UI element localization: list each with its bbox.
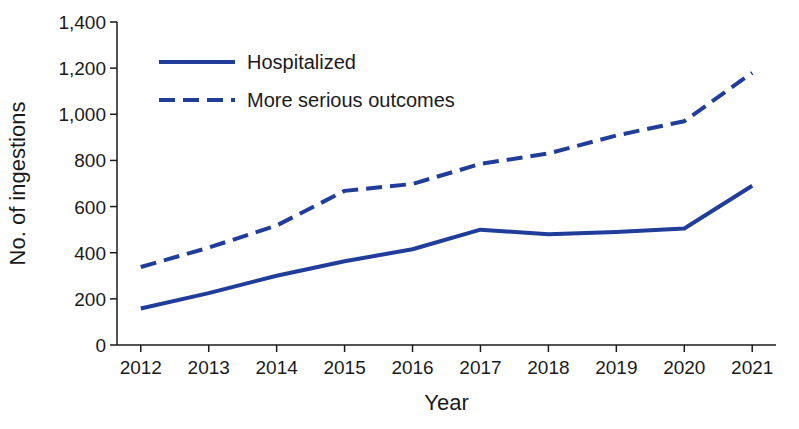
y-tick-label: 800: [74, 150, 106, 171]
y-tick-label: 1,400: [58, 12, 106, 33]
y-tick-label: 600: [74, 197, 106, 218]
legend-swatch: [159, 60, 235, 64]
x-tick: [616, 345, 618, 352]
x-tick: [684, 345, 686, 352]
series-line: [141, 73, 752, 267]
y-tick: [110, 206, 117, 208]
x-tick-label: 2021: [731, 357, 773, 378]
legend-label: More serious outcomes: [247, 89, 455, 111]
x-tick: [751, 345, 753, 352]
y-tick: [110, 21, 117, 23]
x-tick: [208, 345, 210, 352]
legend-swatch: [159, 98, 235, 102]
x-tick-label: 2019: [595, 357, 637, 378]
chart: 0 200 400 600 800 1,000 1,200 1,400 2012 2013 2014…: [0, 0, 799, 429]
plot-area: [141, 73, 752, 309]
y-tick-label: 200: [74, 289, 106, 310]
x-tick-label: 2016: [391, 357, 433, 378]
y-tick-label: 0: [95, 335, 106, 356]
legend-label: Hospitalized: [247, 51, 356, 73]
series-line: [141, 186, 752, 309]
y-tick-label: 1,000: [58, 104, 106, 125]
x-axis-label: Year: [424, 390, 468, 415]
x-tick-label: 2012: [120, 357, 162, 378]
y-tick: [110, 160, 117, 162]
x-tick: [412, 345, 414, 352]
x-tick-label: 2018: [527, 357, 569, 378]
x-tick: [344, 345, 346, 352]
y-tick-label: 1,200: [58, 58, 106, 79]
x-axis: [117, 344, 776, 346]
y-tick: [110, 344, 117, 346]
x-tick-label: 2013: [188, 357, 230, 378]
y-axis-label: No. of ingestions: [5, 102, 30, 266]
x-tick-label: 2015: [323, 357, 365, 378]
y-tick: [110, 67, 117, 69]
x-tick: [548, 345, 550, 352]
x-tick: [140, 345, 142, 352]
y-tick-label: 400: [74, 243, 106, 264]
y-axis: [116, 22, 118, 345]
x-tick: [276, 345, 278, 352]
x-tick-label: 2014: [256, 357, 299, 378]
y-tick: [110, 252, 117, 254]
y-tick: [110, 114, 117, 116]
x-tick-label: 2017: [459, 357, 501, 378]
x-tick: [480, 345, 482, 352]
y-tick: [110, 298, 117, 300]
x-tick-label: 2020: [663, 357, 705, 378]
